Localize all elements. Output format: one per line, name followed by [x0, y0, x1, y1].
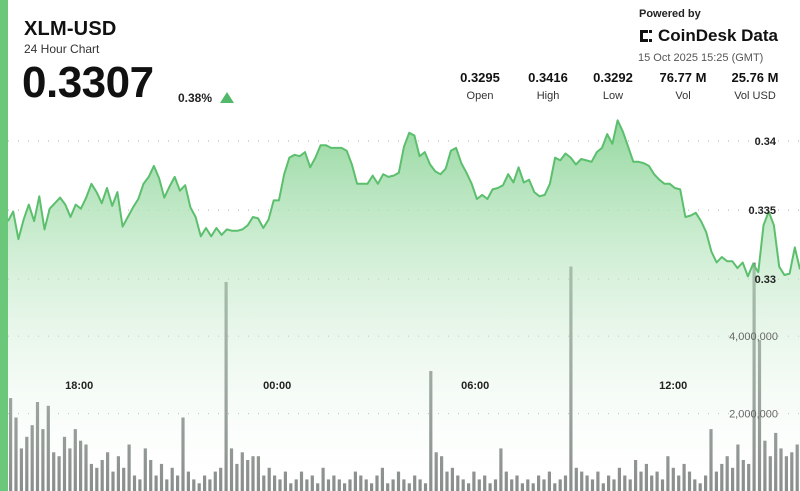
time-tick-label: 06:00 — [461, 380, 489, 392]
triangle-up-icon — [220, 92, 234, 103]
price-area — [8, 120, 800, 491]
stat-vol: 76.77 M Vol — [643, 70, 723, 102]
chart-subtitle: 24 Hour Chart — [24, 42, 100, 56]
stats-panel: 0.3295 Open 0.3416 High 0.3292 Low 76.77… — [440, 70, 800, 110]
time-tick-label: 18:00 — [65, 380, 93, 392]
stat-label: High — [536, 90, 560, 102]
stat-low: 0.3292 Low — [573, 70, 653, 102]
ticker-symbol: XLM-USD — [24, 18, 117, 40]
price-line — [7, 119, 800, 278]
time-tick-label: 12:00 — [659, 380, 687, 392]
price-change: 0.38% — [178, 91, 213, 105]
brand-logo: CoinDesk Data — [638, 24, 778, 48]
axis-labels: 0.34 0.335 0.33 4,000,000 2,000,000 18:00 00:0… — [65, 136, 778, 421]
stat-label: Open — [466, 90, 494, 102]
price-tick-label: 0.34 — [755, 136, 777, 148]
brand-name: CoinDesk Data — [658, 26, 778, 45]
stat-label: Vol USD — [734, 90, 776, 102]
coindesk-logo-icon — [640, 30, 652, 42]
stat-value: 0.3295 — [460, 70, 500, 85]
powered-by-label: Powered by — [639, 8, 701, 20]
timestamp: 15 Oct 2025 15:25 (GMT) — [638, 52, 764, 64]
stat-vol-usd: 25.76 M Vol USD — [715, 70, 795, 102]
time-tick-label: 00:00 — [263, 380, 291, 392]
stat-high: 0.3416 High — [508, 70, 588, 102]
price-tick-label: 0.33 — [755, 274, 776, 286]
stat-label: Vol — [675, 90, 691, 102]
volume-tick-label: 4,000,000 — [729, 331, 778, 343]
stat-value: 76.77 M — [659, 70, 707, 85]
stat-open: 0.3295 Open — [440, 70, 520, 102]
price-tick-label: 0.335 — [748, 205, 776, 217]
volume-tick-label: 2,000,000 — [729, 409, 778, 421]
stat-value: 25.76 M — [731, 70, 779, 85]
left-accent-bar — [0, 0, 8, 491]
stat-label: Low — [602, 90, 624, 102]
stat-value: 0.3292 — [593, 70, 633, 85]
current-price: 0.3307 — [22, 58, 154, 107]
price-series — [7, 119, 800, 491]
stat-value: 0.3416 — [528, 70, 568, 85]
